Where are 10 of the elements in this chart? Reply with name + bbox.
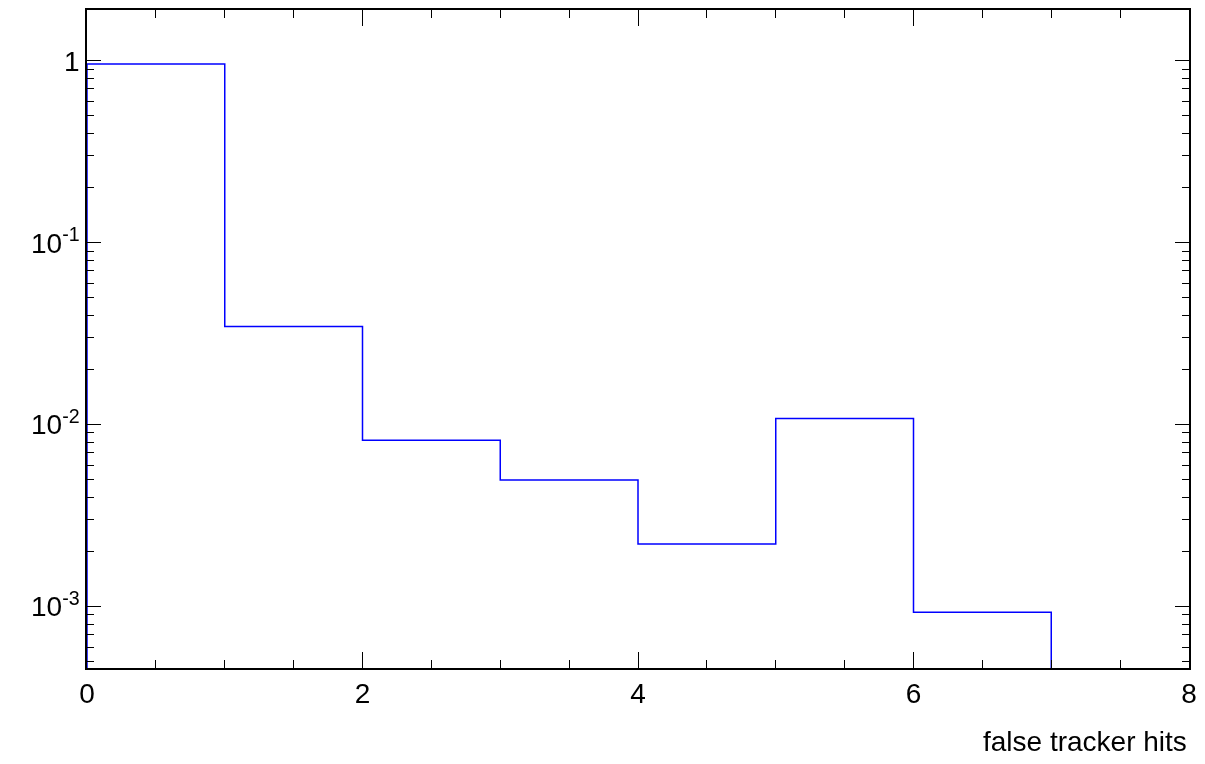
y-tick-label: 1 — [64, 45, 80, 77]
x-tick-label: 8 — [1181, 678, 1197, 710]
x-tick-label: 6 — [905, 678, 922, 710]
y-tick-label: 10$^{-2}$ — [31, 404, 80, 441]
x-axis-title: false tracker hits — [983, 726, 1187, 757]
x-tick-label: 2 — [354, 678, 371, 710]
x-tick-label: 4 — [630, 678, 646, 710]
x-tick-label: 0 — [79, 678, 95, 710]
y-tick-label: 10$^{-1}$ — [31, 222, 80, 259]
y-tick-label: 10$^{-3}$ — [31, 586, 80, 623]
